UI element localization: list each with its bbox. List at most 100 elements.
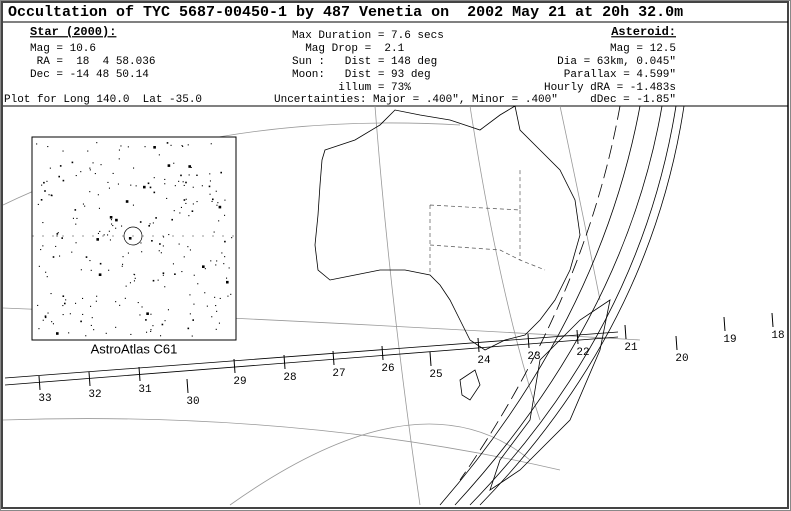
asteroid-line: Mag = 12.5	[610, 43, 676, 55]
star	[37, 304, 39, 306]
star	[214, 296, 216, 298]
time-tick	[624, 324, 627, 340]
star	[105, 332, 107, 334]
meridian	[374, 105, 421, 506]
star	[115, 301, 117, 303]
star	[141, 306, 143, 308]
star	[59, 255, 61, 257]
star	[209, 173, 211, 175]
star	[119, 304, 121, 306]
star	[191, 335, 193, 337]
time-tick	[283, 354, 286, 370]
star	[107, 234, 109, 236]
star	[181, 145, 183, 147]
star	[167, 164, 171, 167]
star-line: Dec = -14 48 50.14	[30, 69, 149, 81]
star	[160, 335, 162, 337]
star	[89, 169, 91, 171]
star	[75, 175, 77, 177]
star	[162, 245, 164, 247]
star	[38, 265, 40, 267]
star	[125, 285, 127, 287]
star	[213, 231, 215, 233]
time-tick	[576, 329, 579, 345]
star	[96, 295, 98, 297]
event-line: Sun : Dist = 148 deg	[292, 56, 437, 68]
coastline	[314, 105, 581, 351]
time-label: 26	[381, 363, 394, 375]
star	[224, 199, 226, 201]
star	[170, 144, 172, 146]
time-tick	[723, 316, 726, 332]
asteroid-line: Parallax = 4.599"	[564, 69, 676, 81]
star	[230, 293, 232, 295]
star	[40, 249, 42, 251]
star	[187, 246, 189, 248]
star	[158, 154, 160, 156]
star	[38, 328, 40, 330]
star	[221, 252, 223, 254]
star	[226, 277, 228, 279]
star	[133, 273, 135, 275]
star	[153, 191, 156, 194]
star	[206, 305, 208, 307]
star	[146, 312, 149, 315]
star	[187, 327, 190, 330]
event-line: Mag Drop = 2.1	[292, 43, 405, 55]
parallel	[229, 423, 531, 506]
star	[181, 271, 183, 273]
asteroid-line: Hourly dRA = -1.483s	[544, 82, 676, 94]
time-tick	[38, 375, 41, 391]
star	[41, 184, 43, 186]
star	[224, 214, 226, 216]
star	[103, 234, 105, 236]
star	[188, 215, 190, 217]
star	[164, 286, 166, 288]
star	[127, 252, 129, 254]
time-label: 27	[332, 368, 345, 380]
star	[97, 194, 99, 196]
star	[173, 210, 175, 212]
shadow-edge	[454, 105, 663, 506]
star	[202, 265, 205, 268]
star	[40, 199, 43, 201]
time-label: 19	[723, 334, 736, 346]
star	[139, 314, 141, 316]
star	[158, 250, 160, 252]
star	[189, 313, 191, 315]
star	[152, 279, 155, 282]
star	[157, 279, 159, 281]
star	[42, 319, 44, 321]
star	[98, 273, 102, 276]
star	[128, 237, 132, 240]
star	[139, 221, 142, 223]
star	[62, 295, 65, 297]
star	[62, 179, 65, 182]
star	[56, 233, 59, 235]
star	[149, 223, 151, 225]
star	[47, 312, 49, 314]
star	[172, 263, 174, 265]
time-tick	[138, 366, 141, 382]
star	[69, 313, 71, 315]
asteroid-line: dDec = -1.85"	[590, 94, 676, 106]
star	[62, 305, 64, 307]
star	[46, 180, 48, 182]
star	[49, 167, 51, 169]
star	[144, 146, 146, 148]
star	[224, 240, 226, 243]
star	[179, 212, 181, 214]
star	[58, 175, 60, 178]
star	[152, 325, 154, 327]
star	[189, 249, 191, 251]
star	[152, 222, 154, 224]
star	[122, 256, 124, 258]
event-line: Max Duration = 7.6 secs	[292, 30, 444, 42]
time-label: 30	[186, 396, 199, 408]
star	[76, 217, 78, 219]
meridian	[559, 105, 601, 301]
star	[98, 207, 100, 209]
star	[188, 165, 191, 168]
